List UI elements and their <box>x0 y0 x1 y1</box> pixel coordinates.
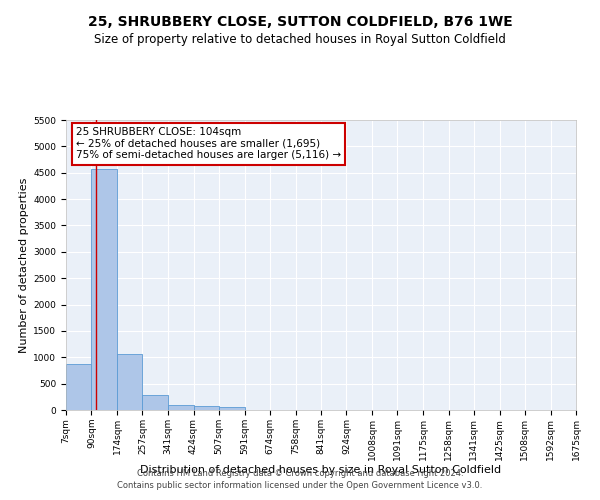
Text: 25, SHRUBBERY CLOSE, SUTTON COLDFIELD, B76 1WE: 25, SHRUBBERY CLOSE, SUTTON COLDFIELD, B… <box>88 15 512 29</box>
Text: Contains public sector information licensed under the Open Government Licence v3: Contains public sector information licen… <box>118 481 482 490</box>
X-axis label: Distribution of detached houses by size in Royal Sutton Coldfield: Distribution of detached houses by size … <box>140 466 502 475</box>
Bar <box>219 408 245 410</box>
Bar <box>142 394 168 410</box>
Bar <box>66 364 91 410</box>
Bar <box>91 168 117 410</box>
Text: Contains HM Land Registry data © Crown copyright and database right 2024.: Contains HM Land Registry data © Crown c… <box>137 468 463 477</box>
Text: 25 SHRUBBERY CLOSE: 104sqm
← 25% of detached houses are smaller (1,695)
75% of s: 25 SHRUBBERY CLOSE: 104sqm ← 25% of deta… <box>76 127 341 160</box>
Text: Size of property relative to detached houses in Royal Sutton Coldfield: Size of property relative to detached ho… <box>94 32 506 46</box>
Bar <box>117 354 142 410</box>
Bar <box>168 405 193 410</box>
Y-axis label: Number of detached properties: Number of detached properties <box>19 178 29 352</box>
Bar <box>193 406 219 410</box>
